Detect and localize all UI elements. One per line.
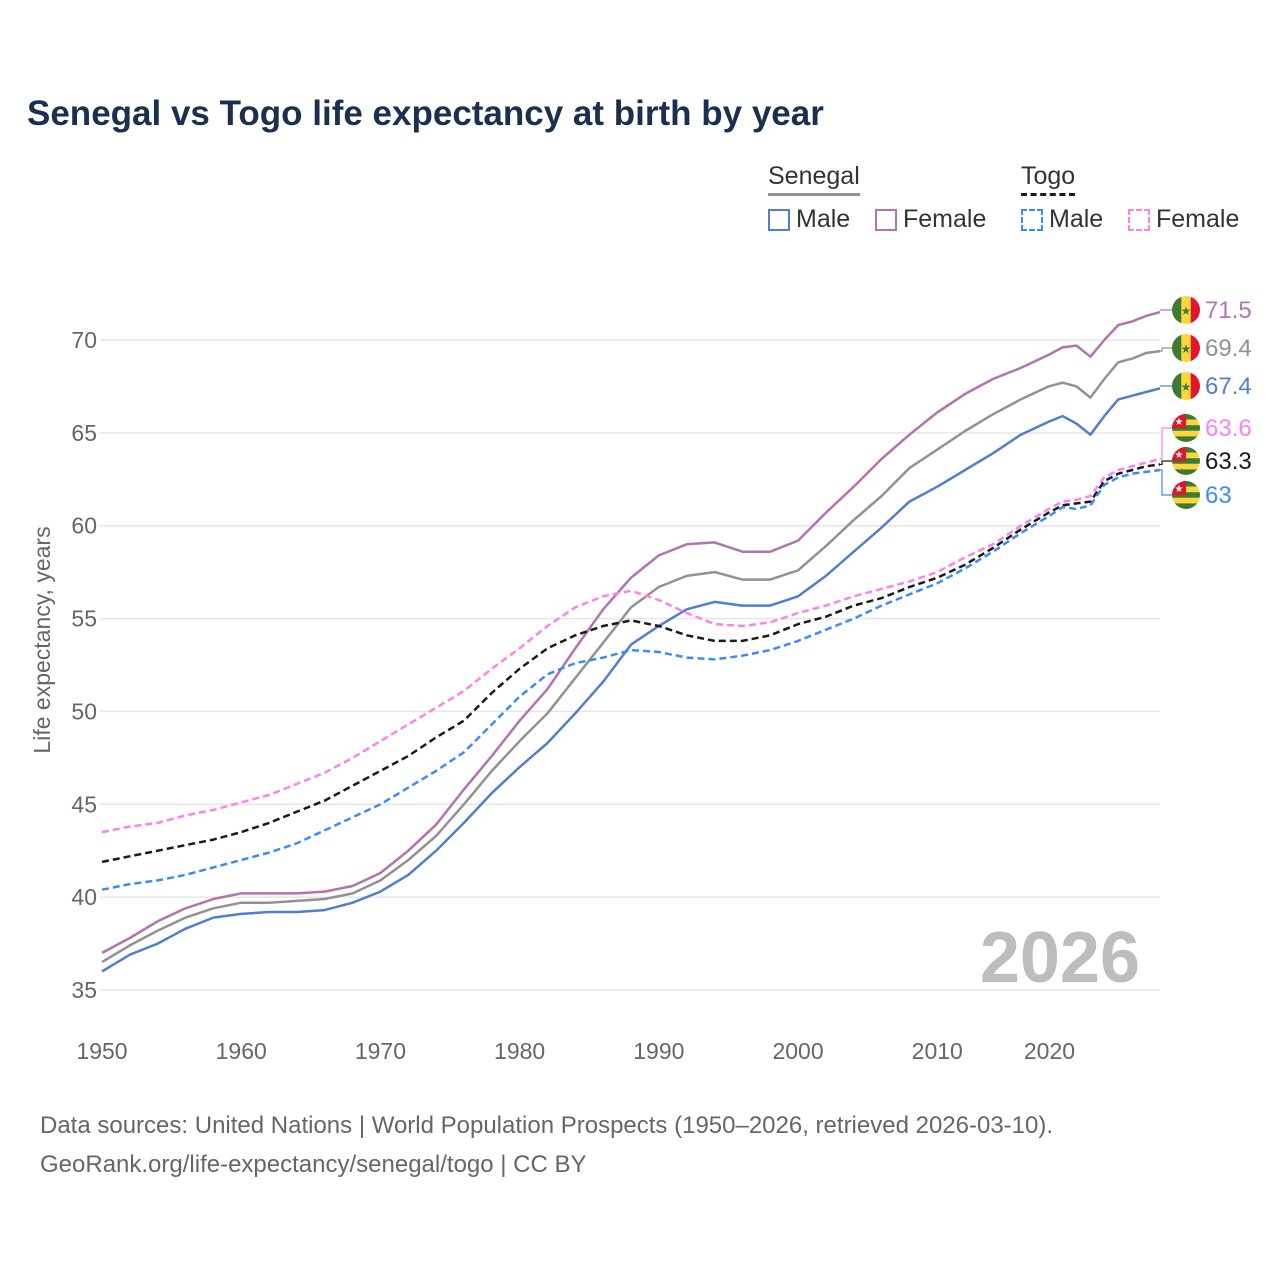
legend-title-togo: Togo [1021, 162, 1076, 196]
senegal-flag-icon: ★ [1172, 372, 1200, 400]
legend-item-togo-male[interactable]: Male [1021, 205, 1103, 234]
series-line-senegal-female [101, 310, 1161, 955]
flag-star: ★ [1175, 484, 1184, 495]
x-tick-label: 1960 [216, 1038, 267, 1064]
x-tick-label: 1970 [355, 1038, 406, 1064]
series-line-togo [101, 463, 1161, 864]
flag-stripe [1172, 430, 1200, 437]
flag-stripe [1172, 503, 1200, 509]
x-tick-label: 1950 [76, 1038, 127, 1064]
end-value-label: 63.3 [1205, 448, 1252, 475]
flag-stripe [1181, 372, 1191, 400]
flag-stripe [1172, 492, 1200, 498]
label-connector [1160, 460, 1172, 466]
legend-swatch [875, 208, 897, 231]
flag-body: ★ [1172, 481, 1200, 509]
legend-swatch [1128, 208, 1150, 231]
flag-stripe [1172, 334, 1182, 362]
flag-stripe [1172, 463, 1200, 470]
label-connector [1160, 469, 1172, 496]
flag-star: ★ [1175, 417, 1184, 428]
legend-swatch [1021, 208, 1043, 231]
legend-item-senegal-female[interactable]: Female [875, 205, 986, 234]
y-tick-label: 50 [71, 698, 97, 724]
flag-stripe [1190, 334, 1200, 362]
legend-label: Male [796, 205, 851, 233]
flag-stripe [1181, 334, 1191, 362]
flag-stripe [1181, 296, 1191, 324]
flag-stripe [1190, 372, 1200, 400]
source-line-2[interactable]: GeoRank.org/life-expectancy/senegal/togo… [40, 1151, 587, 1178]
flag-stripe [1172, 436, 1200, 442]
series-line-senegal-male [101, 387, 1161, 973]
y-axis-label: Life expectancy, years [29, 526, 55, 753]
legend-title-senegal: Senegal [768, 162, 860, 196]
flag-star: ★ [1181, 380, 1192, 394]
togo-flag-icon: ★ [1172, 414, 1200, 442]
x-tick-label: 2010 [912, 1038, 963, 1064]
flag-stripe [1172, 425, 1200, 431]
flag-body: ★ [1172, 372, 1200, 400]
series-line-togo-female [101, 457, 1161, 834]
x-tick-label: 2000 [772, 1038, 823, 1064]
flag-body: ★ [1172, 296, 1200, 324]
flag-stripe [1172, 497, 1200, 504]
x-tick-label: 1980 [494, 1038, 545, 1064]
togo-flag-icon: ★ [1172, 481, 1200, 509]
legend-label: Female [1156, 205, 1240, 233]
legend-label: Male [1049, 205, 1104, 233]
flag-star: ★ [1175, 450, 1184, 461]
togo-flag-icon: ★ [1172, 447, 1200, 475]
y-tick-label: 40 [71, 884, 97, 910]
y-tick-label: 55 [71, 606, 97, 632]
source-note: Data sources: United Nations | World Pop… [40, 1106, 1053, 1184]
series-line-togo-male [101, 468, 1161, 891]
x-tick-label: 1990 [633, 1038, 684, 1064]
flag-stripe [1172, 296, 1182, 324]
end-value-label: 63 [1205, 482, 1232, 509]
year-watermark: 2026 [980, 918, 1140, 998]
label-connector [1160, 347, 1172, 352]
legend-item-senegal-male[interactable]: Male [768, 205, 850, 234]
flag-stripe [1172, 469, 1200, 475]
y-tick-label: 65 [71, 420, 97, 446]
flag-body: ★ [1172, 334, 1200, 362]
flag-stripe [1190, 296, 1200, 324]
flag-star: ★ [1181, 304, 1192, 318]
y-tick-label: 70 [71, 327, 97, 353]
series-line-senegal [101, 349, 1161, 964]
flag-stripe [1172, 372, 1182, 400]
flag-stripe [1172, 458, 1200, 464]
y-tick-label: 35 [71, 977, 97, 1003]
end-value-label: 67.4 [1205, 373, 1252, 400]
end-value-label: 63.6 [1205, 415, 1252, 442]
legend-label: Female [903, 205, 987, 233]
chart-title: Senegal vs Togo life expectancy at birth… [27, 94, 824, 133]
x-tick-label: 2020 [1024, 1038, 1075, 1064]
y-tick-label: 45 [71, 791, 97, 817]
flag-body: ★ [1172, 447, 1200, 475]
flag-body: ★ [1172, 414, 1200, 442]
senegal-flag-icon: ★ [1172, 334, 1200, 362]
end-value-label: 71.5 [1205, 297, 1252, 324]
legend-item-togo-female[interactable]: Female [1128, 205, 1239, 234]
legend-swatch [768, 208, 790, 231]
senegal-flag-icon: ★ [1172, 296, 1200, 324]
y-tick-label: 60 [71, 513, 97, 539]
end-value-label: 69.4 [1205, 335, 1252, 362]
source-line-1: Data sources: United Nations | World Pop… [40, 1112, 1054, 1139]
label-connector [1160, 427, 1172, 460]
flag-star: ★ [1181, 342, 1192, 356]
